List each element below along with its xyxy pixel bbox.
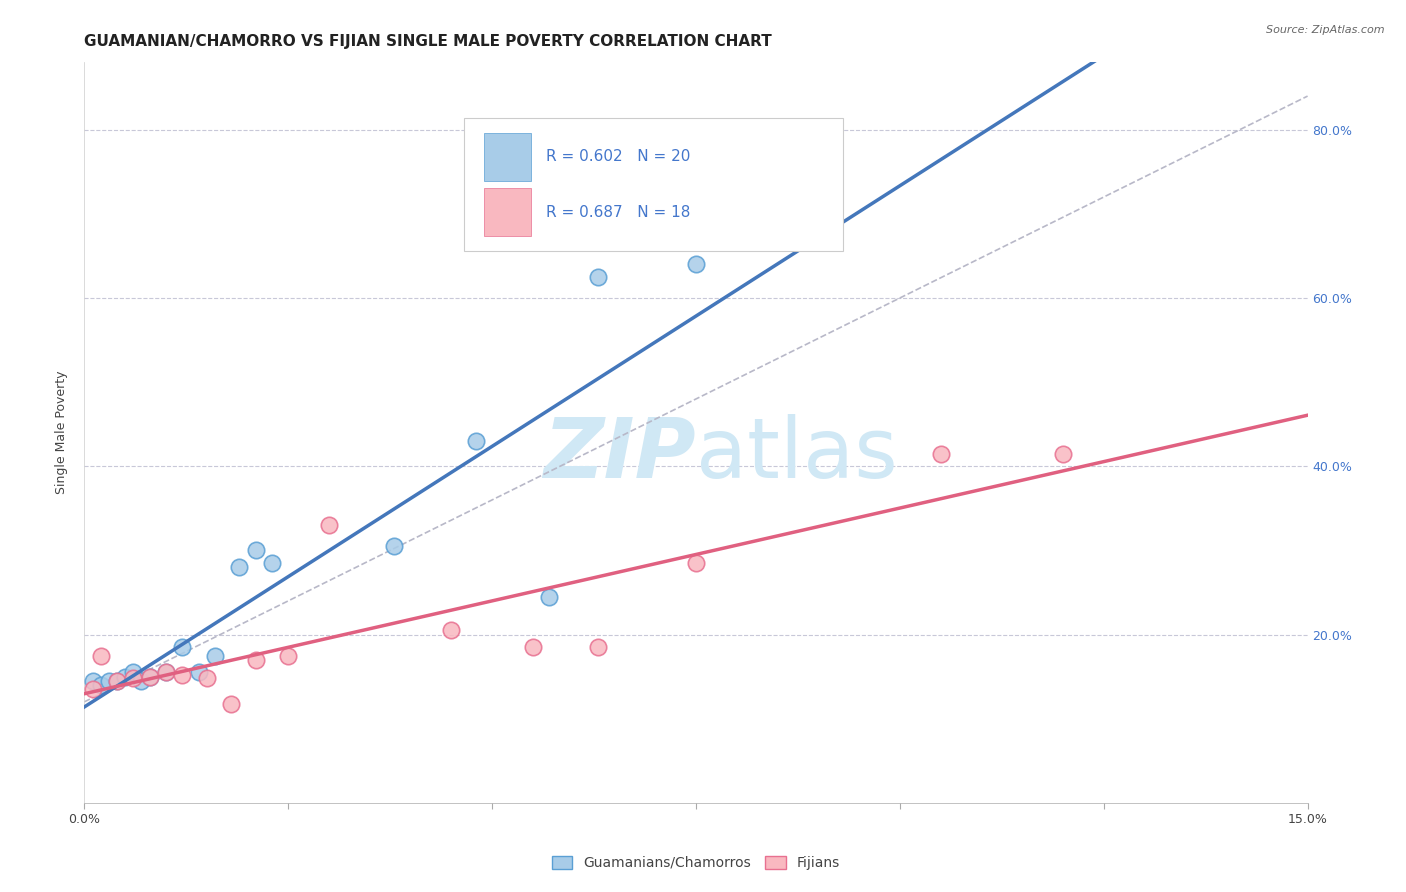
FancyBboxPatch shape	[464, 118, 842, 252]
Point	[277, 648, 299, 663]
Point	[228, 560, 250, 574]
Point	[245, 653, 267, 667]
Point	[138, 670, 160, 684]
Text: GUAMANIAN/CHAMORRO VS FIJIAN SINGLE MALE POVERTY CORRELATION CHART: GUAMANIAN/CHAMORRO VS FIJIAN SINGLE MALE…	[84, 34, 772, 49]
Point	[90, 678, 112, 692]
Point	[204, 648, 226, 663]
Point	[382, 539, 405, 553]
Text: R = 0.602   N = 20: R = 0.602 N = 20	[546, 149, 690, 164]
Point	[90, 648, 112, 663]
Legend: Guamanians/Chamorros, Fijians: Guamanians/Chamorros, Fijians	[551, 855, 841, 870]
Point	[586, 640, 609, 655]
Point	[1052, 447, 1074, 461]
Point	[245, 543, 267, 558]
Point	[219, 697, 242, 711]
Point	[82, 682, 104, 697]
Point	[187, 665, 209, 680]
Y-axis label: Single Male Poverty: Single Male Poverty	[55, 371, 69, 494]
Point	[522, 640, 544, 655]
Text: ZIP: ZIP	[543, 414, 696, 495]
Point	[97, 673, 120, 688]
Text: atlas: atlas	[696, 414, 897, 495]
Point	[172, 668, 194, 682]
Point	[318, 518, 340, 533]
Text: R = 0.687   N = 18: R = 0.687 N = 18	[546, 205, 690, 219]
Bar	[484, 188, 531, 236]
Point	[122, 665, 145, 680]
Text: Source: ZipAtlas.com: Source: ZipAtlas.com	[1267, 25, 1385, 35]
Point	[82, 673, 104, 688]
Point	[538, 590, 561, 604]
Point	[105, 673, 128, 688]
Point	[685, 257, 707, 271]
Point	[440, 624, 463, 638]
Point	[122, 671, 145, 685]
Point	[155, 665, 177, 680]
Point	[260, 556, 283, 570]
Point	[464, 434, 486, 448]
Point	[685, 556, 707, 570]
Point	[195, 671, 218, 685]
Point	[155, 665, 177, 680]
Bar	[484, 133, 531, 181]
Point	[114, 670, 136, 684]
Point	[105, 673, 128, 688]
Point	[131, 673, 153, 688]
Point	[138, 670, 160, 684]
Point	[586, 270, 609, 285]
Point	[929, 447, 952, 461]
Point	[172, 640, 194, 655]
